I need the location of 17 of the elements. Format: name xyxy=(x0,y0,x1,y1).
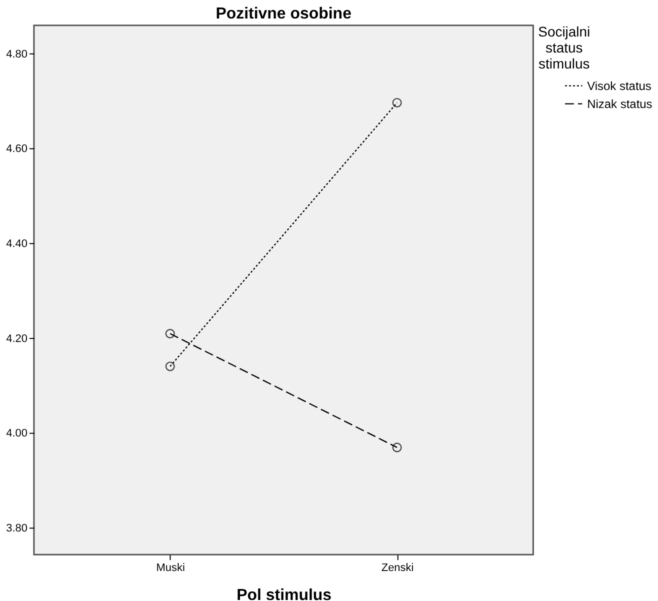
point xyxy=(165,362,175,372)
x-axis-title: Pol stimulus xyxy=(236,587,332,601)
point xyxy=(165,328,175,338)
x-tick-label: Muski xyxy=(156,562,185,574)
legend-title: Socijalni status stimulus xyxy=(538,23,590,72)
legend-label: Visok status xyxy=(587,78,652,93)
legend-label: Nizak status xyxy=(587,96,652,111)
y-tick-label: 4.20 xyxy=(6,332,28,345)
point xyxy=(392,442,402,452)
y-tick-label: 3.80 xyxy=(6,522,28,535)
y-tick-label: 4.60 xyxy=(6,143,28,156)
y-tick-label: 4.00 xyxy=(6,428,28,440)
y-tick-label: 4.80 xyxy=(6,48,28,60)
chart-title: Pozitivne osobine xyxy=(216,5,352,22)
y-tick-label: 4.40 xyxy=(6,238,28,250)
x-tick-label: Zenski xyxy=(381,562,414,574)
point xyxy=(392,98,402,108)
